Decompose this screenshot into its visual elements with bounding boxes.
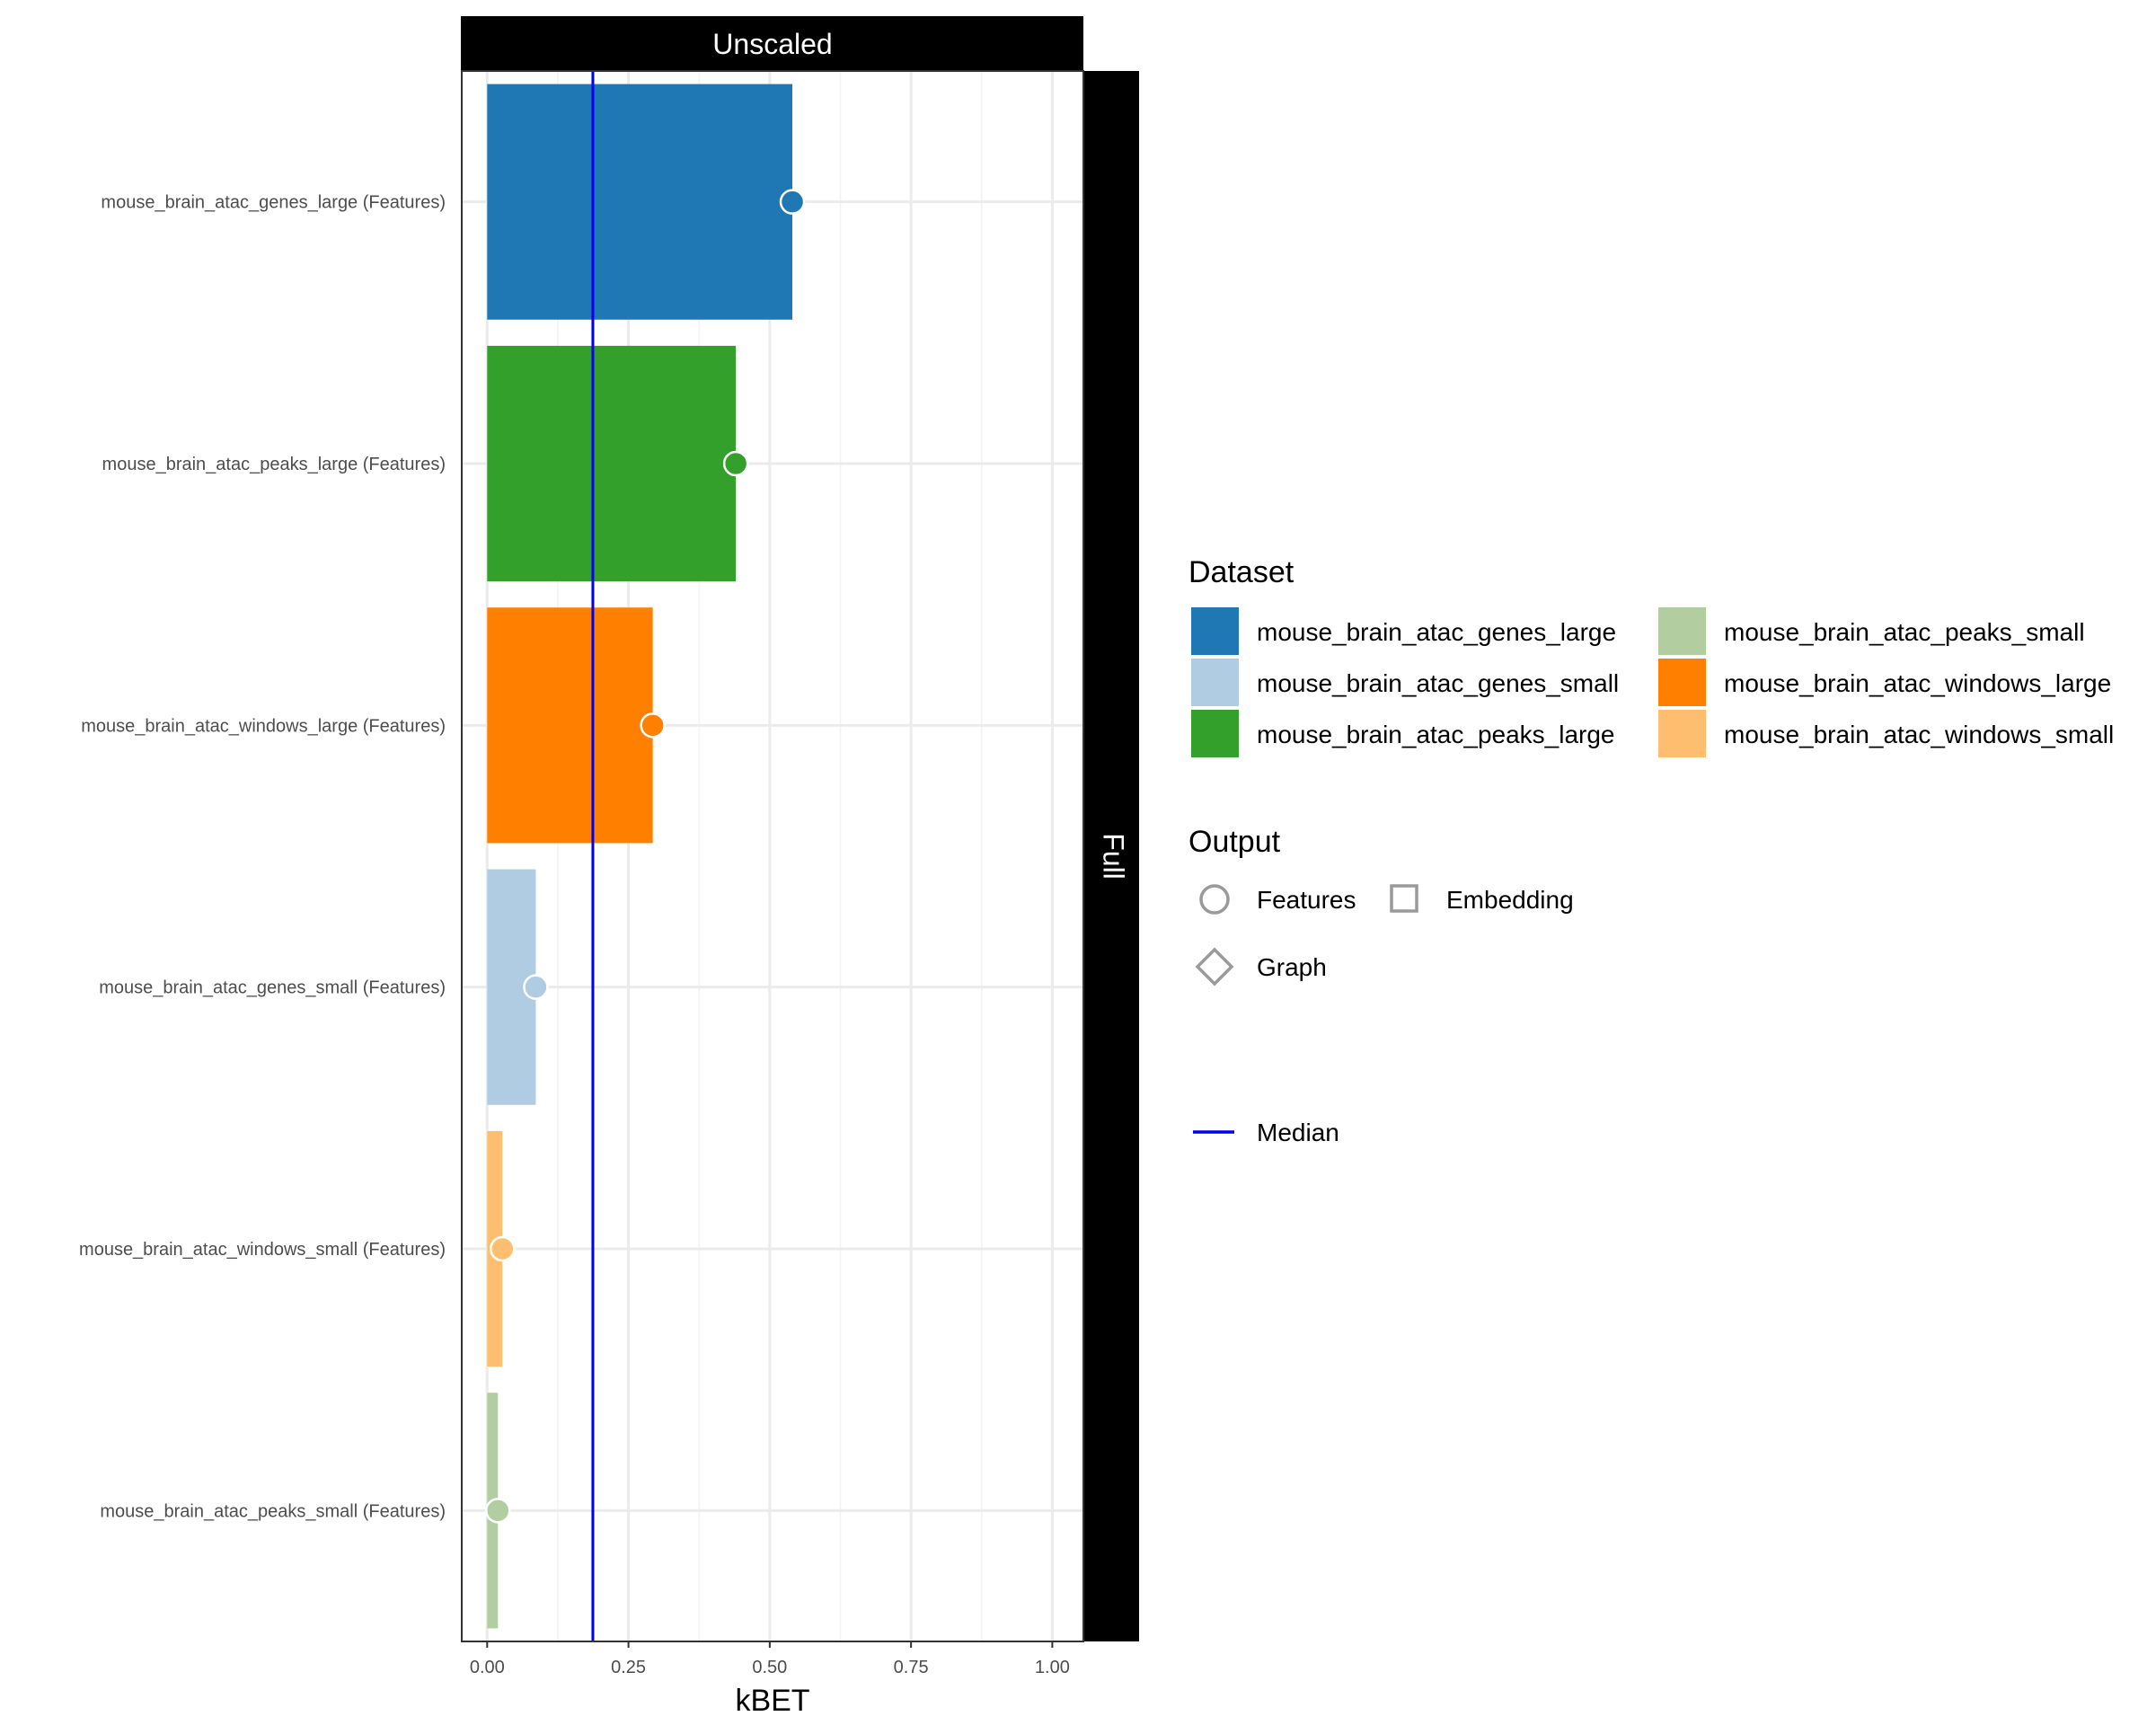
legend-swatch-mouse_brain_atac_genes_small xyxy=(1189,657,1241,708)
grid xyxy=(462,71,1083,1641)
legend-dataset: mouse_brain_atac_genes_large mouse_brain_… xyxy=(1189,606,2114,759)
bars xyxy=(487,84,793,1629)
legend-swatch-mouse_brain_atac_peaks_large xyxy=(1189,708,1241,759)
legend-swatch-mouse_brain_atac_genes_large xyxy=(1189,606,1241,657)
legend-output-graph: Graph xyxy=(1257,953,1327,981)
facet-strip-right xyxy=(1083,71,1139,1641)
legend-label-mouse_brain_atac_genes_large: mouse_brain_atac_genes_large xyxy=(1257,618,1616,646)
x-tick-label: 0.00 xyxy=(470,1658,505,1677)
point-mouse_brain_atac_peaks_small xyxy=(485,1498,511,1524)
x-tick-label: 0.50 xyxy=(752,1658,787,1677)
category-label: mouse_brain_atac_peaks_small (Features) xyxy=(100,1501,446,1521)
legend-title-dataset: Dataset xyxy=(1188,555,1294,589)
x-tick-label: 0.25 xyxy=(611,1658,646,1677)
category-label: mouse_brain_atac_windows_small (Features… xyxy=(79,1240,446,1260)
panel-border xyxy=(461,70,1084,1642)
point-mouse_brain_atac_windows_small xyxy=(490,1235,516,1262)
category-label: mouse_brain_atac_genes_small (Features) xyxy=(99,978,446,998)
square-icon xyxy=(1390,884,1418,913)
category-labels: mouse_brain_atac_genes_large (Features) m… xyxy=(79,193,446,1522)
category-label: mouse_brain_atac_windows_large (Features… xyxy=(81,716,446,736)
legend-swatch-mouse_brain_atac_windows_small xyxy=(1657,708,1708,759)
legend-median-label: Median xyxy=(1257,1119,1339,1146)
bar-mouse_brain_atac_genes_large xyxy=(487,84,793,320)
point-mouse_brain_atac_windows_large xyxy=(640,712,666,739)
legend-label-mouse_brain_atac_windows_large: mouse_brain_atac_windows_large xyxy=(1724,669,2111,697)
bar-mouse_brain_atac_peaks_large xyxy=(487,345,737,582)
x-axis-ticks: 0.00 0.25 0.50 0.75 1.00 xyxy=(470,1641,1070,1677)
legend-output-embedding: Embedding xyxy=(1446,886,1574,914)
legend-label-mouse_brain_atac_windows_small: mouse_brain_atac_windows_small xyxy=(1724,721,2114,748)
x-axis-title: kBET xyxy=(735,1684,809,1718)
legend-label-mouse_brain_atac_genes_small: mouse_brain_atac_genes_small xyxy=(1257,669,1619,697)
legend-swatch-mouse_brain_atac_windows_large xyxy=(1657,657,1708,708)
points xyxy=(485,189,806,1524)
legend-swatch-mouse_brain_atac_peaks_small xyxy=(1657,606,1708,657)
legend-label-mouse_brain_atac_peaks_large: mouse_brain_atac_peaks_large xyxy=(1257,721,1615,748)
facet-label-right: Full xyxy=(1098,833,1130,880)
point-mouse_brain_atac_genes_small xyxy=(523,974,549,1000)
category-label: mouse_brain_atac_peaks_large (Features) xyxy=(102,455,446,474)
legend-output: Features Embedding Graph xyxy=(1195,884,1574,986)
legend-title-output: Output xyxy=(1188,825,1281,859)
facet-label-top: Unscaled xyxy=(712,28,832,60)
bar-mouse_brain_atac_windows_large xyxy=(487,607,653,844)
category-label: mouse_brain_atac_genes_large (Features) xyxy=(101,193,446,213)
legend-label-mouse_brain_atac_peaks_small: mouse_brain_atac_peaks_small xyxy=(1724,618,2085,646)
legend-output-features: Features xyxy=(1257,886,1356,914)
x-tick-label: 0.75 xyxy=(894,1658,929,1677)
point-mouse_brain_atac_peaks_large xyxy=(722,450,749,477)
diamond-icon xyxy=(1195,947,1234,986)
facet-strip-top xyxy=(461,16,1083,71)
circle-icon xyxy=(1199,884,1230,915)
point-mouse_brain_atac_genes_large xyxy=(779,189,806,215)
x-tick-label: 1.00 xyxy=(1035,1658,1070,1677)
